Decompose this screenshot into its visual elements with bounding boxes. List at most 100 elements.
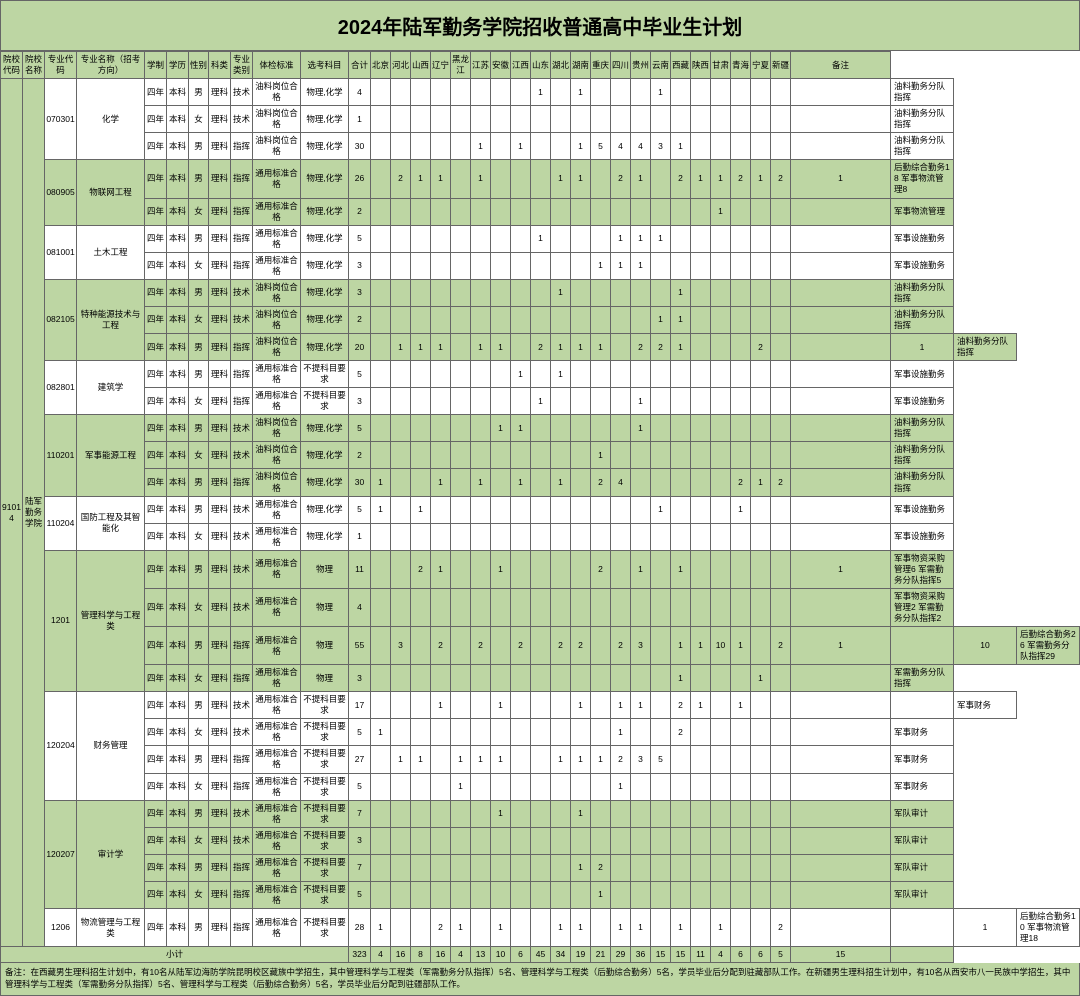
data-cell: 男 (189, 361, 209, 388)
data-cell: 1 (671, 306, 691, 333)
data-cell (651, 665, 671, 692)
data-cell: 1 (611, 225, 631, 252)
data-cell (791, 252, 891, 279)
data-cell (671, 225, 691, 252)
col-header: 性别 (189, 52, 209, 79)
data-cell: 1 (391, 333, 411, 360)
remark-cell: 军事设施勤务 (891, 252, 954, 279)
data-cell (591, 279, 611, 306)
data-cell: 2 (671, 719, 691, 746)
data-cell: 1 (511, 469, 531, 496)
data-cell: 1 (611, 692, 631, 719)
data-cell (451, 854, 471, 881)
data-cell: 3 (391, 627, 411, 665)
total-cell: 11 (691, 947, 711, 963)
data-cell: 27 (349, 746, 371, 773)
data-cell (751, 252, 771, 279)
col-header: 湖北 (551, 52, 571, 79)
data-cell (411, 133, 431, 160)
data-cell: 1 (651, 225, 671, 252)
data-cell: 2 (631, 333, 651, 360)
data-cell: 本科 (167, 160, 189, 198)
data-cell (631, 881, 651, 908)
data-cell (571, 469, 591, 496)
data-cell (491, 198, 511, 225)
data-cell: 物理 (301, 550, 349, 588)
data-cell (791, 333, 891, 360)
data-cell: 不提科目要求 (301, 827, 349, 854)
data-cell (791, 719, 891, 746)
data-cell: 指挥 (231, 252, 253, 279)
data-cell: 1 (431, 333, 451, 360)
table-row: 120204财务管理四年本科男理科技术通用标准合格不提科目要求171111121… (1, 692, 1080, 719)
data-cell (651, 692, 671, 719)
data-cell: 四年 (145, 388, 167, 415)
col-header: 宁夏 (751, 52, 771, 79)
data-cell (391, 198, 411, 225)
data-cell (371, 160, 391, 198)
data-cell (571, 388, 591, 415)
data-cell (791, 588, 891, 626)
data-cell: 理科 (209, 588, 231, 626)
data-cell: 1 (511, 415, 531, 442)
data-cell (591, 627, 611, 665)
data-cell (511, 854, 531, 881)
data-cell (651, 719, 671, 746)
data-cell (511, 909, 531, 947)
data-cell (551, 198, 571, 225)
data-cell (791, 79, 891, 106)
data-cell (591, 496, 611, 523)
data-cell: 1 (891, 333, 954, 360)
data-cell: 通用标准合格 (253, 361, 301, 388)
data-cell: 通用标准合格 (253, 252, 301, 279)
data-cell: 1 (954, 909, 1017, 947)
data-cell: 1 (631, 225, 651, 252)
data-cell: 不提科目要求 (301, 854, 349, 881)
data-cell (731, 106, 751, 133)
data-cell: 1 (571, 800, 591, 827)
data-cell (611, 827, 631, 854)
data-cell (531, 160, 551, 198)
data-cell: 油料岗位合格 (253, 306, 301, 333)
data-cell: 理科 (209, 692, 231, 719)
remark-cell: 军事物资采购管理2 军需勤务分队指挥2 (891, 588, 954, 626)
data-cell: 男 (189, 496, 209, 523)
data-cell (711, 588, 731, 626)
data-cell: 男 (189, 550, 209, 588)
data-cell (751, 361, 771, 388)
data-cell (491, 496, 511, 523)
data-cell (691, 719, 711, 746)
data-cell: 1 (349, 523, 371, 550)
data-cell (491, 469, 511, 496)
col-header: 辽宁 (431, 52, 451, 79)
data-cell: 男 (189, 415, 209, 442)
data-cell: 男 (189, 225, 209, 252)
data-cell (691, 854, 711, 881)
data-cell: 技术 (231, 692, 253, 719)
data-cell: 5 (349, 881, 371, 908)
data-cell (651, 160, 671, 198)
data-cell (771, 388, 791, 415)
remark-cell: 军队审计 (891, 800, 954, 827)
major-name: 财务管理 (77, 692, 145, 800)
data-cell: 1 (691, 627, 711, 665)
data-cell (611, 442, 631, 469)
data-cell (391, 665, 411, 692)
data-cell (631, 79, 651, 106)
data-cell (431, 746, 451, 773)
data-cell (691, 909, 711, 947)
data-cell (611, 361, 631, 388)
data-cell: 26 (349, 160, 371, 198)
data-cell: 技术 (231, 523, 253, 550)
data-cell: 2 (591, 550, 611, 588)
data-cell (531, 523, 551, 550)
data-cell (391, 827, 411, 854)
data-cell (511, 773, 531, 800)
table-row: 四年本科男理科指挥油料岗位合格物理,化学3011154431油料勤务分队指挥 (1, 133, 1080, 160)
data-cell (691, 827, 711, 854)
data-cell (751, 225, 771, 252)
totals-row: 小计32341681641310645341921293615151146651… (1, 947, 1080, 963)
remark-cell: 军事设施勤务 (891, 388, 954, 415)
data-cell (371, 415, 391, 442)
data-cell: 理科 (209, 198, 231, 225)
